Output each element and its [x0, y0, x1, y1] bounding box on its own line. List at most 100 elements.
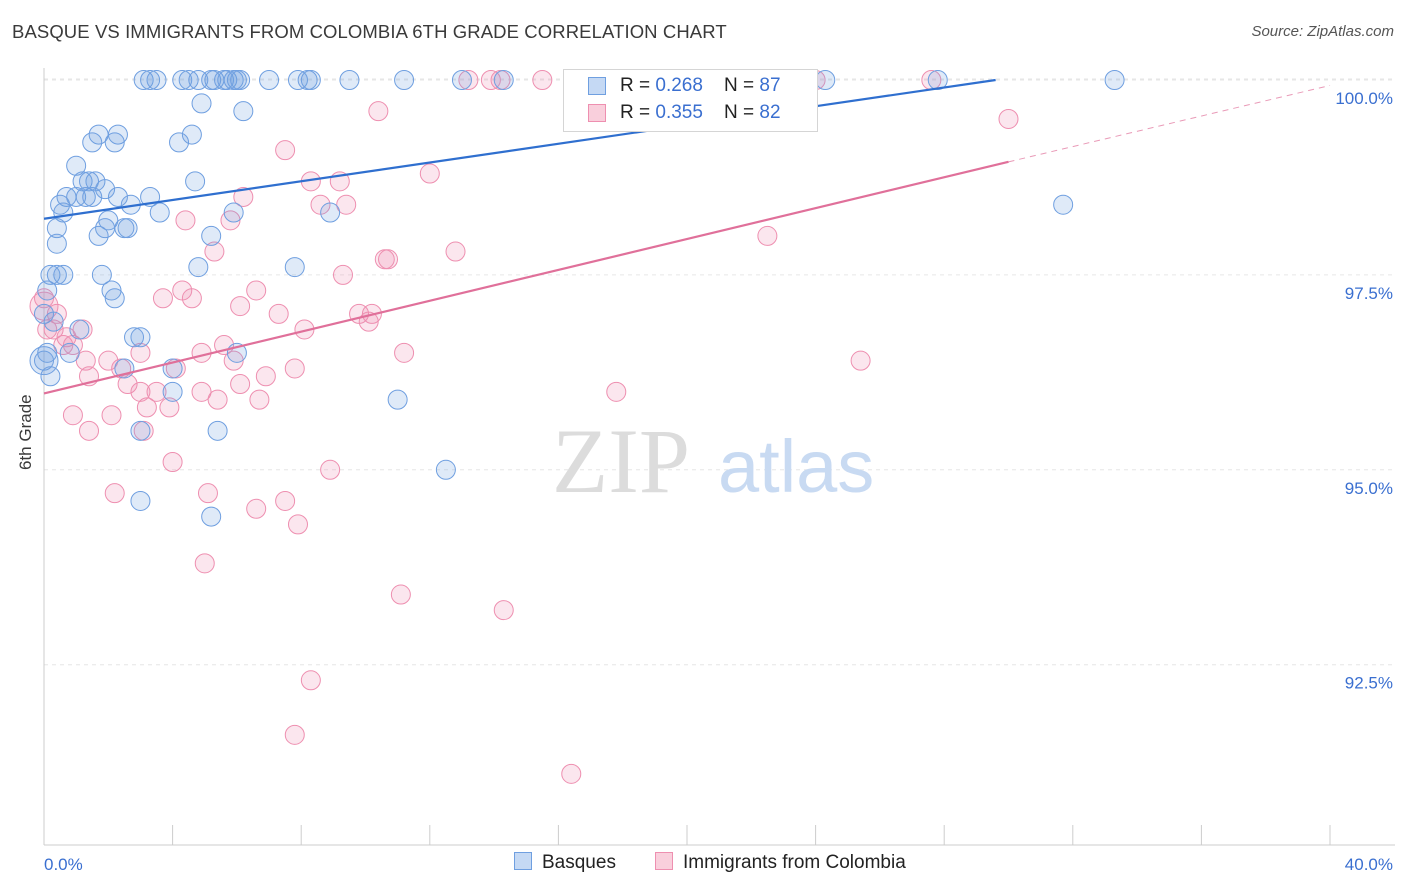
legend-n-label: N =	[724, 102, 760, 123]
data-point-colombia	[159, 397, 180, 418]
data-point-colombia	[194, 553, 215, 574]
data-point-basques	[34, 350, 54, 371]
y-tick-label: 100.0%	[1335, 89, 1393, 108]
data-point-colombia	[390, 584, 411, 605]
bottom-legend-colombia: Immigrants from Colombia	[655, 852, 906, 874]
legend-n-value-basques: 87	[759, 75, 781, 96]
data-point-basques	[66, 155, 87, 176]
data-point-basques	[201, 506, 222, 527]
data-point-colombia	[378, 249, 399, 270]
data-point-colombia	[275, 490, 296, 511]
data-point-colombia	[152, 288, 173, 309]
y-tick-label: 97.5%	[1345, 284, 1393, 303]
data-point-colombia	[246, 280, 267, 301]
data-point-colombia	[207, 389, 228, 410]
y-tick-labels: 100.0% 97.5% 95.0% 92.5%	[1335, 89, 1393, 693]
trend-lines	[43, 78, 1331, 395]
data-point-colombia	[181, 288, 202, 309]
data-point-basques	[815, 70, 836, 90]
data-point-colombia	[419, 163, 440, 184]
data-point-basques	[29, 346, 59, 376]
series-basques-points	[29, 70, 1125, 527]
data-point-basques	[172, 70, 193, 90]
data-point-colombia	[104, 483, 125, 504]
bottom-legend-label-basques: Basques	[542, 852, 616, 873]
data-point-basques	[59, 342, 80, 363]
data-point-basques	[146, 70, 167, 90]
data-point-colombia	[53, 335, 74, 356]
bottom-legend-basques: Basques	[514, 852, 616, 874]
data-point-colombia	[493, 600, 514, 621]
data-point-basques	[107, 124, 128, 145]
data-point-basques	[140, 70, 161, 90]
data-point-colombia	[130, 342, 151, 363]
data-point-colombia	[284, 724, 305, 745]
data-point-colombia	[197, 483, 218, 504]
data-point-basques	[130, 490, 151, 511]
data-point-basques	[88, 225, 109, 246]
data-point-colombia	[75, 350, 96, 371]
data-point-colombia	[606, 381, 627, 402]
data-point-colombia	[284, 358, 305, 379]
data-point-basques	[387, 389, 408, 410]
data-point-colombia	[246, 498, 267, 519]
axes	[43, 68, 1395, 846]
data-point-colombia	[162, 452, 183, 472]
data-point-colombia	[300, 670, 321, 691]
legend-n-label: N =	[724, 75, 760, 96]
trend-line-basques	[43, 78, 996, 220]
data-point-basques	[53, 264, 74, 285]
data-point-basques	[493, 70, 514, 90]
data-point-basques	[435, 459, 456, 480]
data-point-basques	[114, 218, 135, 239]
data-point-basques	[259, 70, 280, 90]
data-point-basques	[50, 194, 71, 215]
data-point-basques	[37, 342, 58, 363]
data-point-colombia	[561, 763, 582, 784]
data-point-basques	[46, 218, 67, 239]
data-point-colombia	[43, 319, 64, 340]
data-point-colombia	[850, 350, 871, 371]
gridlines	[44, 78, 1395, 666]
data-point-colombia	[287, 514, 308, 535]
data-point-colombia	[394, 342, 415, 363]
data-point-basques	[185, 171, 206, 192]
data-point-colombia	[268, 303, 289, 324]
chart-title: BASQUE VS IMMIGRANTS FROM COLOMBIA 6TH G…	[12, 21, 727, 42]
bottom-legend-swatch-basques	[514, 852, 532, 870]
bottom-legend-label-colombia: Immigrants from Colombia	[683, 852, 906, 873]
data-point-basques	[82, 186, 103, 207]
data-point-colombia	[255, 366, 276, 387]
data-point-colombia	[458, 70, 479, 90]
data-point-basques	[181, 124, 202, 145]
watermark-atlas: atlas	[718, 425, 874, 508]
data-point-basques	[1053, 194, 1074, 215]
data-point-colombia	[56, 327, 77, 348]
data-point-basques	[233, 101, 254, 122]
data-point-basques	[124, 327, 145, 348]
legend-r-value-basques: 0.268	[655, 75, 703, 96]
data-point-basques	[394, 70, 415, 90]
watermark-zip: ZIP	[552, 410, 690, 512]
data-point-basques	[104, 288, 125, 309]
data-point-basques	[79, 171, 100, 192]
y-axis-label: 6th Grade	[16, 394, 35, 470]
data-point-basques	[320, 202, 341, 223]
data-point-colombia	[146, 381, 167, 402]
bottom-legend-swatch-colombia	[655, 852, 673, 870]
legend-r-label: R =	[620, 102, 656, 123]
data-point-colombia	[757, 225, 778, 246]
data-point-basques	[37, 280, 58, 301]
data-point-basques	[191, 93, 212, 114]
data-point-basques	[95, 179, 116, 200]
trend-line-colombia-extension	[1008, 84, 1331, 163]
data-point-basques	[91, 264, 112, 285]
data-point-colombia	[98, 350, 119, 371]
watermark: ZIP atlas	[552, 410, 874, 512]
data-point-colombia	[249, 389, 270, 410]
legend-r-value-colombia: 0.355	[655, 102, 703, 123]
data-point-basques	[201, 225, 222, 246]
data-point-basques	[284, 257, 305, 278]
data-point-basques	[69, 319, 90, 340]
data-point-colombia	[79, 420, 100, 441]
